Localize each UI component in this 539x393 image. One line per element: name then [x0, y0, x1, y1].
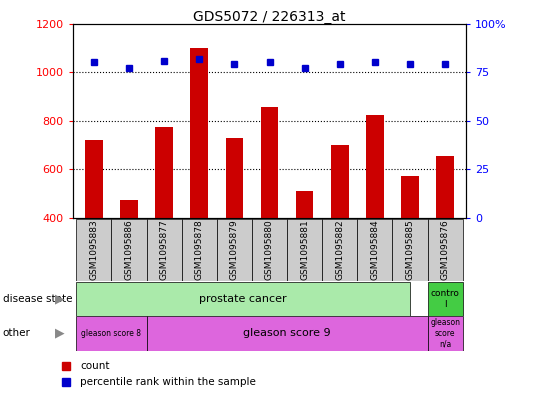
Bar: [77, 316, 147, 351]
Text: GSM1095877: GSM1095877: [160, 220, 169, 280]
Bar: [120, 200, 138, 218]
Text: ▶: ▶: [54, 292, 64, 306]
Text: GSM1095885: GSM1095885: [405, 220, 414, 280]
Bar: [437, 156, 454, 218]
Text: GSM1095886: GSM1095886: [125, 220, 134, 280]
Bar: [77, 219, 112, 281]
Bar: [401, 176, 419, 218]
Text: GSM1095882: GSM1095882: [335, 220, 344, 280]
Text: other: other: [3, 328, 31, 338]
Bar: [287, 219, 322, 281]
Bar: [182, 219, 217, 281]
Text: GSM1095878: GSM1095878: [195, 220, 204, 280]
Bar: [112, 219, 147, 281]
Bar: [427, 282, 462, 316]
Text: GSM1095881: GSM1095881: [300, 220, 309, 280]
Bar: [322, 219, 357, 281]
Bar: [366, 115, 384, 218]
Bar: [190, 48, 208, 218]
Text: ▶: ▶: [54, 327, 64, 340]
Text: percentile rank within the sample: percentile rank within the sample: [80, 377, 256, 387]
Bar: [331, 145, 349, 218]
Bar: [427, 316, 462, 351]
Text: GSM1095883: GSM1095883: [89, 220, 98, 280]
Bar: [252, 219, 287, 281]
Text: gleason
score
n/a: gleason score n/a: [430, 318, 460, 348]
Bar: [226, 138, 243, 218]
Text: GSM1095879: GSM1095879: [230, 220, 239, 280]
Text: contro
l: contro l: [431, 289, 460, 309]
Bar: [392, 219, 427, 281]
Text: gleason score 9: gleason score 9: [243, 328, 331, 338]
Bar: [427, 219, 462, 281]
Bar: [217, 219, 252, 281]
Text: GSM1095880: GSM1095880: [265, 220, 274, 280]
Bar: [357, 219, 392, 281]
Text: GDS5072 / 226313_at: GDS5072 / 226313_at: [194, 10, 345, 24]
Text: prostate cancer: prostate cancer: [199, 294, 287, 304]
Text: disease state: disease state: [3, 294, 72, 304]
Bar: [147, 316, 427, 351]
Text: count: count: [80, 361, 109, 371]
Bar: [296, 191, 313, 218]
Text: GSM1095884: GSM1095884: [370, 220, 379, 280]
Text: GSM1095876: GSM1095876: [441, 220, 450, 280]
Bar: [147, 219, 182, 281]
Bar: [155, 127, 173, 218]
Bar: [77, 282, 410, 316]
Bar: [85, 140, 102, 218]
Text: gleason score 8: gleason score 8: [81, 329, 141, 338]
Bar: [261, 107, 278, 218]
